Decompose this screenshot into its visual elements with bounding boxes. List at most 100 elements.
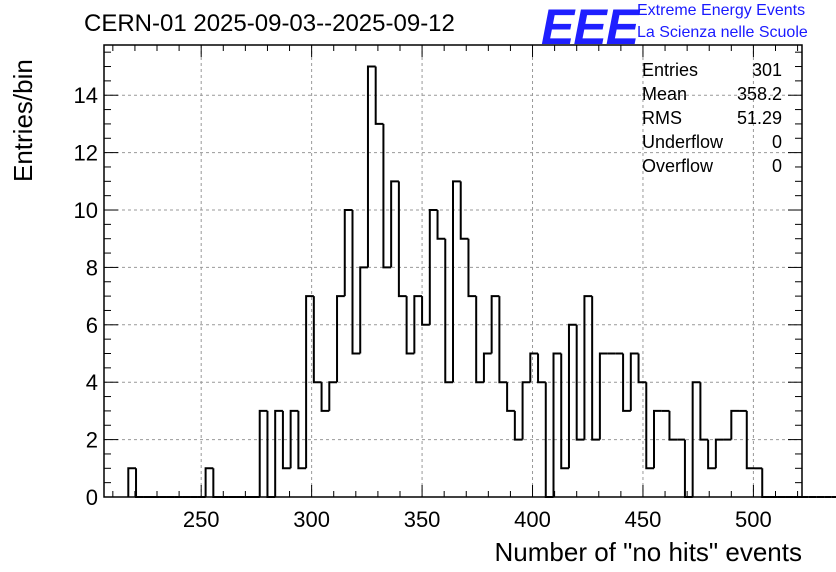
histogram-bin bbox=[397, 181, 407, 298]
y-tick-label: 6 bbox=[86, 313, 98, 338]
x-tick-label: 300 bbox=[293, 507, 330, 532]
x-tick-label: 500 bbox=[735, 507, 772, 532]
stat-value: 0 bbox=[771, 132, 782, 152]
stat-label: Underflow bbox=[642, 132, 724, 152]
y-tick-label: 10 bbox=[74, 198, 98, 223]
histogram-bin bbox=[653, 409, 662, 469]
histogram-bin bbox=[374, 66, 384, 125]
histogram-bin bbox=[668, 410, 678, 441]
histogram-bin bbox=[204, 467, 214, 497]
histogram-bin bbox=[428, 209, 438, 325]
histogram-bin bbox=[730, 409, 740, 440]
histogram-bin bbox=[127, 467, 137, 497]
logo-line-1: Extreme Energy Events bbox=[637, 2, 806, 19]
histogram-bin bbox=[475, 296, 484, 384]
histogram-bin bbox=[452, 180, 461, 383]
histogram-bin bbox=[714, 438, 724, 469]
histogram-bin bbox=[312, 296, 322, 384]
histogram-bin bbox=[637, 353, 647, 384]
histogram-bin bbox=[413, 295, 423, 354]
histogram-bin bbox=[560, 353, 569, 470]
stat-value: 0 bbox=[771, 156, 782, 176]
stat-value: 51.29 bbox=[736, 108, 782, 128]
x-tick-label: 250 bbox=[183, 507, 220, 532]
histogram-bin bbox=[482, 352, 492, 383]
histogram-bin bbox=[490, 295, 500, 354]
histogram-bin bbox=[390, 180, 399, 268]
histogram-bin bbox=[274, 409, 283, 497]
histogram-bin bbox=[421, 296, 430, 326]
histogram-bin bbox=[583, 295, 593, 440]
y-tick-label: 0 bbox=[86, 485, 98, 510]
histogram-bin bbox=[498, 296, 508, 384]
histogram-bin bbox=[506, 382, 515, 412]
y-tick-label: 2 bbox=[86, 428, 98, 453]
plot-title: CERN-01 2025-09-03--2025-09-12 bbox=[84, 10, 455, 37]
histogram-bin bbox=[336, 295, 345, 383]
y-tick-label: 14 bbox=[74, 83, 98, 108]
x-tick-label: 400 bbox=[514, 507, 551, 532]
stat-rms: RMS 51.29 bbox=[642, 108, 782, 132]
histogram-bin bbox=[552, 352, 562, 497]
histogram-bin bbox=[212, 468, 222, 498]
histogram-bin bbox=[382, 123, 392, 269]
histogram-bin bbox=[366, 65, 376, 268]
histogram-bin bbox=[537, 353, 546, 384]
stat-label: RMS bbox=[642, 108, 682, 128]
y-tick-label: 8 bbox=[86, 255, 98, 280]
histogram-bin bbox=[135, 468, 144, 498]
logo-line-2: La Scienza nelle Scuole bbox=[637, 24, 808, 41]
stat-entries: Entries 301 bbox=[642, 60, 782, 84]
histogram-bin bbox=[351, 210, 361, 355]
histogram-bin bbox=[289, 409, 299, 469]
plot-frame bbox=[103, 44, 803, 498]
eee-logo: EEE bbox=[541, 0, 639, 55]
histogram-bin bbox=[297, 410, 307, 470]
stat-overflow: Overflow 0 bbox=[642, 156, 782, 180]
histogram-bin bbox=[622, 353, 631, 412]
histogram-bin bbox=[459, 181, 469, 240]
histogram-bin bbox=[567, 323, 577, 469]
histogram-bin bbox=[575, 324, 585, 441]
stat-value: 358.2 bbox=[736, 84, 782, 104]
histogram-bin bbox=[699, 382, 709, 441]
y-tick-label: 4 bbox=[86, 370, 98, 395]
y-axis-title: Entries/bin bbox=[8, 59, 38, 182]
histogram-bin bbox=[258, 409, 268, 497]
stat-label: Entries bbox=[642, 60, 699, 80]
histogram-bin bbox=[691, 381, 701, 497]
stat-mean: Mean 358.2 bbox=[642, 84, 782, 108]
histogram-bin bbox=[405, 296, 415, 355]
histogram-bin bbox=[529, 352, 539, 383]
histogram-bin bbox=[521, 381, 531, 440]
histogram-bin bbox=[328, 381, 338, 411]
histogram-bin bbox=[761, 468, 770, 498]
histogram-bin bbox=[745, 410, 755, 470]
histogram-bin bbox=[266, 410, 276, 498]
x-tick-label: 450 bbox=[625, 507, 662, 532]
stat-label: Mean bbox=[642, 84, 688, 104]
histogram-bin bbox=[707, 439, 716, 470]
histogram-bin bbox=[305, 295, 314, 469]
x-axis-title: Number of "no hits" events bbox=[494, 537, 803, 567]
histogram-bin bbox=[591, 296, 600, 441]
stat-value: 301 bbox=[751, 60, 782, 80]
histogram-bin bbox=[683, 439, 693, 498]
y-tick-label: 12 bbox=[74, 141, 98, 166]
histogram-bin bbox=[598, 352, 608, 440]
histogram-bin bbox=[436, 210, 446, 240]
histogram-bin bbox=[343, 209, 353, 297]
stat-underflow: Underflow 0 bbox=[642, 132, 782, 156]
histogram-bin bbox=[444, 238, 453, 384]
histogram-bin bbox=[359, 266, 368, 354]
x-tick-label: 350 bbox=[404, 507, 441, 532]
histogram-bin bbox=[629, 352, 639, 411]
histogram-bin bbox=[320, 382, 330, 412]
histogram-bin bbox=[281, 410, 291, 470]
histogram-bin bbox=[467, 238, 477, 298]
stat-label: Overflow bbox=[642, 156, 714, 176]
histogram-bin bbox=[513, 410, 523, 441]
histogram-bin bbox=[645, 382, 655, 470]
stats-box: Entries 301 Mean 358.2 RMS 51.29 Underfl… bbox=[642, 60, 782, 180]
